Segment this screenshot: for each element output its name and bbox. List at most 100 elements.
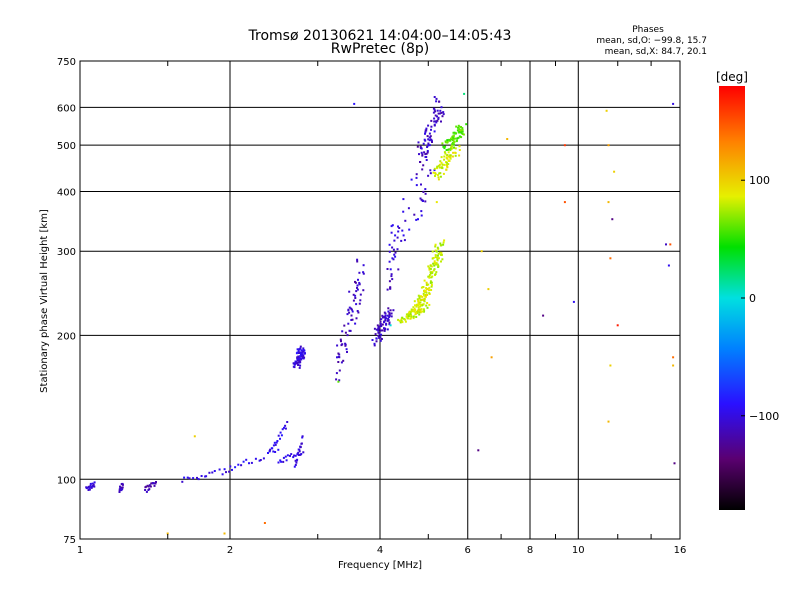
data-point [415, 305, 418, 308]
data-point [424, 200, 427, 203]
data-point [258, 459, 261, 462]
data-point [92, 483, 95, 486]
data-point [480, 250, 483, 253]
data-point [348, 290, 351, 293]
data-point [426, 146, 429, 148]
data-point [155, 481, 157, 483]
data-point [399, 321, 402, 324]
y-tick-label: 75 [63, 535, 76, 546]
x-tick-label: 4 [377, 545, 383, 556]
data-point [362, 272, 365, 275]
data-point [446, 164, 448, 166]
data-point [293, 465, 296, 468]
data-point [340, 361, 343, 364]
data-point [438, 163, 441, 166]
data-point [450, 147, 453, 150]
data-point [461, 130, 464, 133]
data-point [449, 156, 452, 159]
data-point [357, 311, 360, 314]
data-point [432, 111, 435, 114]
data-point [415, 173, 418, 176]
data-point [147, 485, 150, 488]
data-point [388, 313, 391, 316]
y-axis-label: Stationary phase Virtual Height [km] [39, 209, 50, 393]
data-point [298, 359, 301, 361]
data-point [358, 282, 361, 285]
data-point [461, 128, 464, 131]
data-point [665, 243, 667, 246]
data-point [300, 352, 303, 354]
data-point [434, 243, 437, 246]
data-point [390, 312, 393, 315]
data-point [607, 144, 610, 147]
data-point [268, 449, 271, 452]
data-point [428, 303, 431, 306]
data-point [427, 142, 430, 145]
data-point [145, 485, 148, 488]
data-point [434, 120, 437, 123]
data-point [423, 151, 426, 154]
data-point [444, 152, 447, 155]
data-point [425, 152, 428, 155]
data-point [430, 289, 433, 291]
data-point [346, 334, 349, 337]
data-point [434, 249, 437, 252]
data-point [423, 290, 426, 293]
data-point [355, 303, 358, 306]
data-point [429, 268, 432, 270]
data-point [611, 218, 614, 221]
data-point [449, 149, 452, 152]
data-point [439, 160, 442, 163]
data-point [429, 280, 432, 283]
data-point [443, 163, 446, 166]
data-point [390, 231, 393, 234]
data-point [431, 272, 434, 275]
data-point [413, 300, 416, 303]
data-point [487, 288, 490, 291]
x-tick-label: 16 [674, 545, 687, 556]
data-point [192, 477, 195, 480]
data-point [284, 455, 287, 458]
data-point [430, 265, 433, 268]
data-point [297, 361, 300, 364]
data-point [398, 319, 401, 322]
data-point [294, 459, 297, 462]
data-point [424, 295, 427, 298]
data-point [419, 305, 422, 308]
y-tick-label: 500 [57, 141, 76, 152]
data-point [423, 297, 426, 300]
data-point [379, 339, 382, 342]
data-point [427, 265, 430, 268]
data-point [428, 286, 431, 289]
data-point [386, 268, 389, 270]
data-point [351, 310, 354, 313]
data-point [284, 427, 287, 430]
data-point [419, 301, 422, 304]
data-point [254, 457, 257, 460]
data-point [490, 356, 493, 359]
data-point [298, 361, 301, 364]
data-point [452, 151, 455, 154]
data-point [438, 112, 441, 115]
data-point [418, 153, 420, 156]
data-point [436, 165, 439, 168]
data-point [445, 168, 448, 171]
data-point [358, 271, 361, 274]
data-point [439, 109, 442, 112]
data-point [354, 297, 357, 299]
data-point [240, 464, 243, 467]
data-point [400, 319, 403, 322]
data-point [433, 130, 436, 133]
data-point [420, 147, 423, 150]
data-point [356, 260, 359, 263]
data-point [426, 294, 429, 296]
data-point [390, 225, 393, 228]
data-point [118, 491, 121, 493]
data-point [345, 348, 348, 351]
data-point [390, 275, 393, 278]
data-point [434, 110, 437, 113]
data-point [419, 145, 422, 148]
data-point [342, 359, 345, 362]
data-point [417, 299, 420, 302]
data-point [374, 333, 377, 336]
